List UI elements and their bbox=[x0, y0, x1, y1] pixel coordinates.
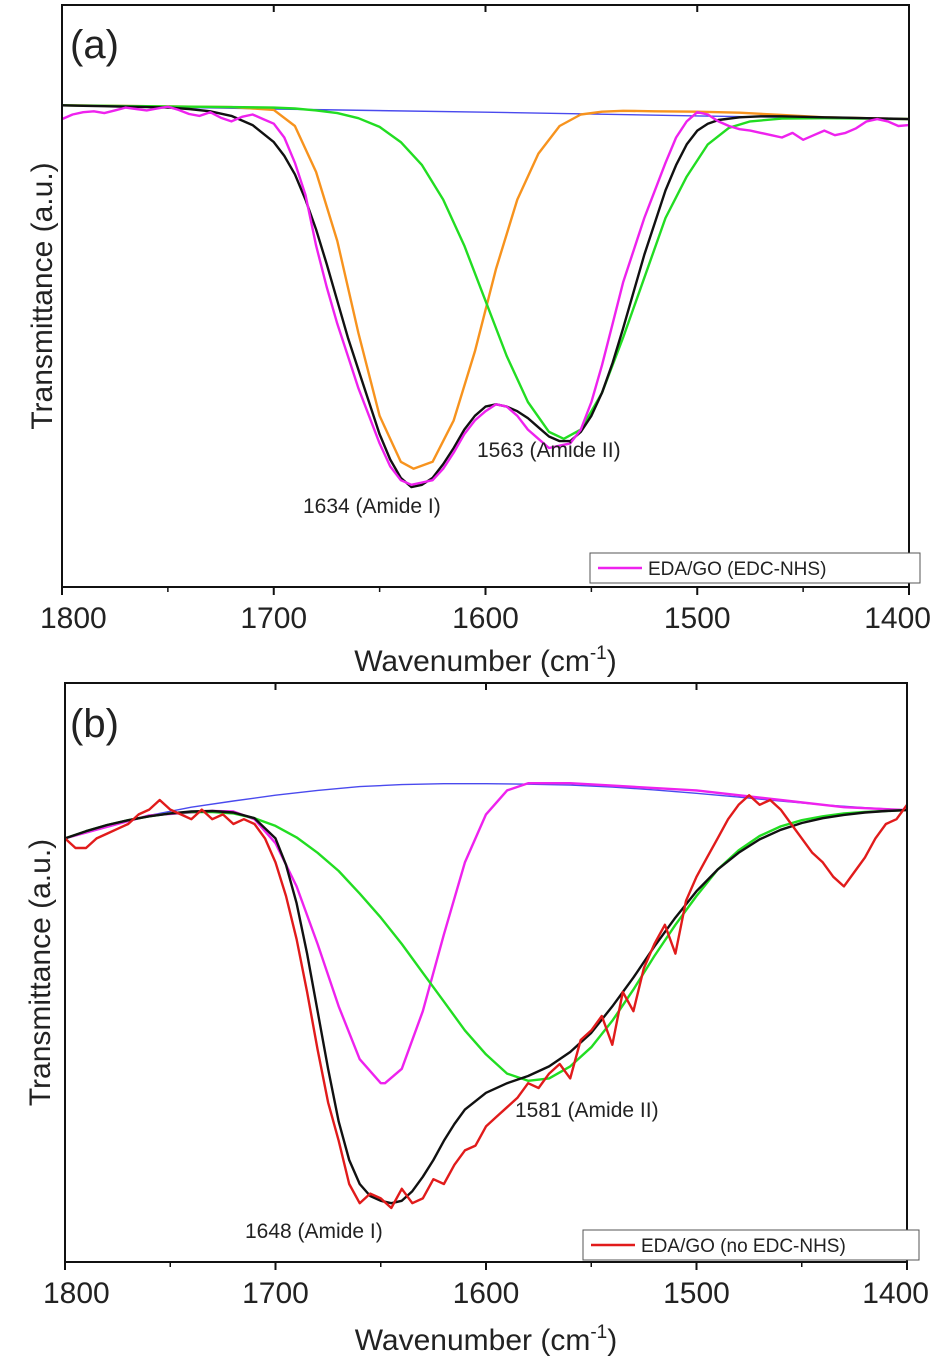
series-measured bbox=[62, 105, 909, 486]
series-cumulative-fit bbox=[62, 104, 909, 489]
peak-annotation: 1563 (Amide II) bbox=[477, 439, 621, 462]
series-fitted-peak-amide-ii bbox=[65, 808, 907, 1082]
peak-annotation: 1648 (Amide I) bbox=[245, 1220, 383, 1243]
series-baseline bbox=[65, 783, 907, 840]
x-axis-title-close: ) bbox=[607, 645, 617, 678]
x-tick-label: 1800 bbox=[43, 1277, 110, 1310]
panel-label: (a) bbox=[70, 23, 119, 67]
series-fitted-peak-amide-i bbox=[62, 104, 909, 470]
peak-annotation: 1634 (Amide I) bbox=[303, 495, 441, 518]
x-axis-title-sup: -1 bbox=[590, 643, 607, 664]
y-axis-title: Transmittance (a.u.) bbox=[24, 839, 57, 1106]
plot-frame bbox=[64, 682, 908, 1263]
x-tick-label: 1600 bbox=[453, 1277, 520, 1310]
x-axis-title-unit: (cm bbox=[540, 645, 590, 678]
series-cumulative-fit bbox=[65, 808, 907, 1205]
panel-b: 1800 1700 1600 1500 1400 (b) 1648 (Amide I) 158… bbox=[24, 682, 929, 1357]
x-axis-title-main: Wavenumber bbox=[354, 645, 540, 678]
legend-label: EDA/GO (no EDC-NHS) bbox=[641, 1236, 846, 1257]
x-tick-label: 1700 bbox=[242, 1277, 309, 1310]
x-tick-label: 1400 bbox=[864, 602, 931, 635]
legend-label: EDA/GO (EDC-NHS) bbox=[648, 559, 826, 580]
series-fitted-peak-amide-i bbox=[65, 782, 907, 1085]
x-tick-label: 1500 bbox=[663, 1277, 730, 1310]
legend: EDA/GO (no EDC-NHS) bbox=[582, 1229, 920, 1261]
x-axis-title-unit: (cm bbox=[540, 1324, 590, 1357]
x-tick-label: 1600 bbox=[452, 602, 519, 635]
x-axis-title-sup: -1 bbox=[590, 1322, 607, 1343]
x-tick-label: 1700 bbox=[240, 602, 307, 635]
x-tick-label: 1500 bbox=[664, 602, 731, 635]
legend: EDA/GO (EDC-NHS) bbox=[589, 552, 921, 584]
plot-frame bbox=[61, 4, 910, 588]
x-axis-title-main: Wavenumber bbox=[355, 1324, 541, 1357]
x-tick-label: 1800 bbox=[40, 602, 107, 635]
peak-annotation: 1581 (Amide II) bbox=[515, 1099, 659, 1122]
y-axis-title: Transmittance (a.u.) bbox=[26, 162, 59, 429]
x-axis-title: Wavenumber (cm-1) bbox=[355, 1322, 618, 1357]
panel-a: 1800 1700 1600 1500 1400 (a) 1634 (Amide I) 156… bbox=[26, 4, 931, 678]
legend-box bbox=[589, 552, 921, 584]
panel-label: (b) bbox=[70, 702, 119, 746]
legend-box bbox=[582, 1229, 920, 1261]
x-axis-title-close: ) bbox=[607, 1324, 617, 1357]
x-axis-title: Wavenumber (cm-1) bbox=[354, 643, 617, 678]
series-measured bbox=[65, 794, 907, 1210]
series-fitted-peak-amide-ii bbox=[62, 104, 909, 440]
x-tick-label: 1400 bbox=[862, 1277, 929, 1310]
